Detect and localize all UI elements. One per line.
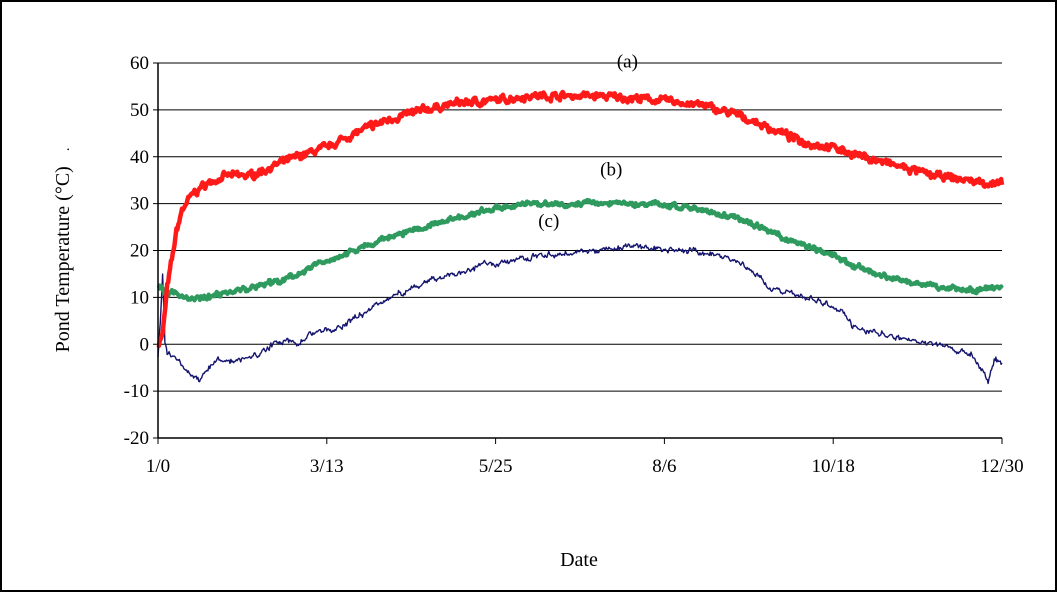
y-tick-label: 30 — [130, 194, 149, 215]
y-tick-labels: -20 -10 0 10 20 30 40 50 60 — [124, 53, 149, 449]
y-tick-label: 0 — [140, 334, 150, 355]
x-tick-label: 12/30 — [980, 456, 1023, 477]
x-tick-label: 5/25 — [479, 456, 513, 477]
y-axis-title-suffix: . — [58, 148, 73, 152]
y-axis-title: Pond Temperature (°C) . — [52, 148, 74, 353]
x-tick-labels: 1/0 3/13 5/25 8/6 10/18 12/30 — [146, 456, 1024, 477]
x-tick-label: 8/6 — [652, 456, 676, 477]
series-label-b: (b) — [600, 160, 622, 181]
y-tick-label: 10 — [130, 287, 149, 308]
series-layer — [156, 89, 1005, 385]
y-axis-title-text: Pond Temperature (°C) — [52, 166, 74, 352]
y-tick-label: 60 — [130, 53, 149, 74]
axes — [157, 63, 1003, 444]
series-label-a: (a) — [617, 52, 638, 73]
y-tick-label: 40 — [130, 147, 149, 168]
x-axis-title: Date — [560, 549, 598, 571]
series-labels: (a) (b) (c) — [538, 52, 638, 232]
y-tick-label: 20 — [130, 241, 149, 262]
x-tick-label: 3/13 — [310, 456, 344, 477]
series-line-c — [157, 243, 1003, 385]
x-tick-label: 10/18 — [812, 456, 855, 477]
y-tick-label: -20 — [124, 428, 149, 449]
series-line-b — [156, 197, 1004, 303]
x-tick-label: 1/0 — [146, 456, 170, 477]
series-line-a — [156, 89, 1005, 349]
y-tick-label: -10 — [124, 381, 149, 402]
series-label-c: (c) — [538, 211, 559, 232]
y-tick-label: 50 — [130, 100, 149, 121]
